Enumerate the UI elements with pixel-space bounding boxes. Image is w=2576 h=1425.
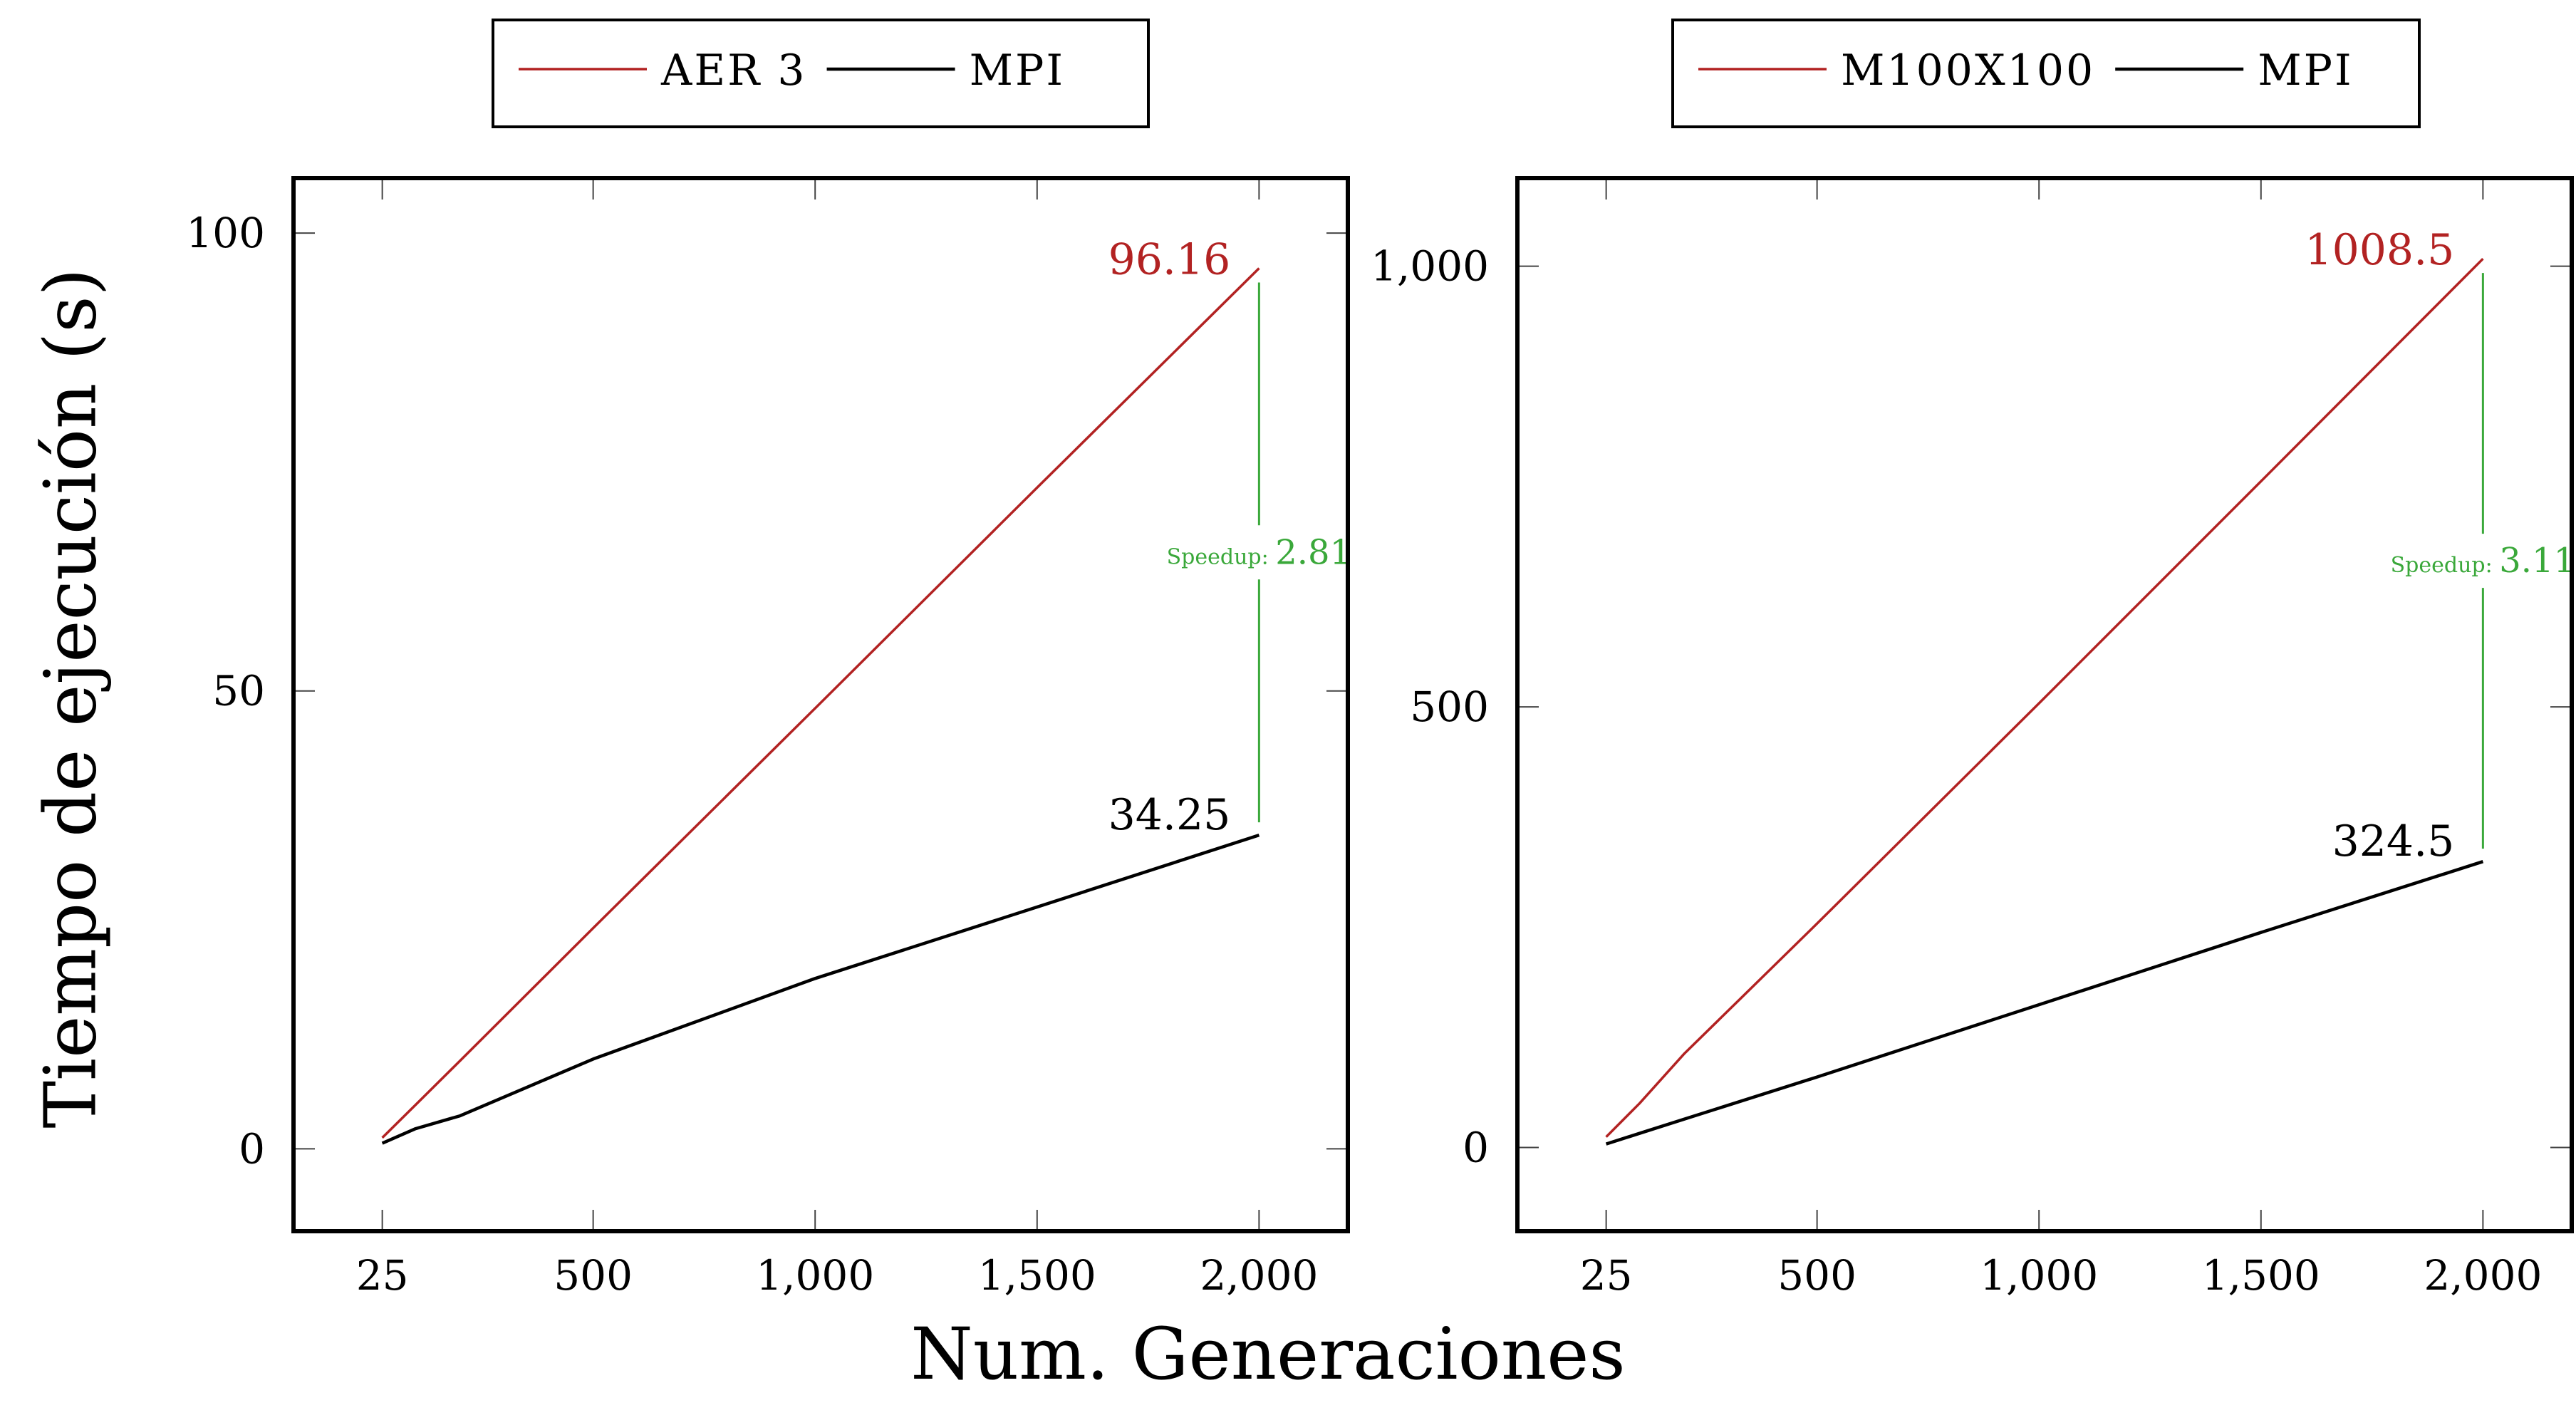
legend-box (492, 19, 1150, 128)
bottom-value-label: 324.5 (2332, 817, 2455, 866)
x-tick-label: 2,000 (2424, 1251, 2542, 1300)
speedup-label: Speedup: (1167, 544, 1276, 569)
x-tick-label: 1,000 (756, 1251, 874, 1300)
y-axis-label: Tiempo de ejecución (s) (29, 268, 113, 1128)
x-tick-label: 25 (1580, 1251, 1633, 1300)
legend-box (1671, 19, 2421, 128)
chart-m100x100: 25 500 1,000 1,500 2,000 0 500 1,000 1008.5 324.5… (1371, 19, 2576, 1300)
speedup-value: 2.81 (1275, 532, 1351, 572)
series-line-black (381, 833, 1260, 1145)
plot-frame (1515, 176, 2574, 1233)
x-tick-label: 500 (1777, 1251, 1856, 1300)
x-tick-label: 500 (554, 1251, 633, 1300)
y-tick-label: 500 (1410, 683, 1489, 731)
y-tick-label: 1,000 (1371, 242, 1489, 291)
y-tick-label: 100 (186, 209, 265, 257)
chart-aer3: 25 500 1,000 1,500 2,000 0 50 100 96.16 34.25 Spee… (186, 19, 1352, 1300)
legend-label: MPI (2258, 46, 2354, 95)
x-tick-label: 1,500 (978, 1251, 1096, 1300)
series-line-red (1605, 257, 2484, 1138)
speedup-annotation: Speedup: 2.81 (1167, 532, 1352, 572)
speedup-annotation: Speedup: 3.11 (2391, 541, 2576, 581)
x-tick-label: 2,000 (1200, 1251, 1318, 1300)
y-tick-label: 0 (239, 1124, 265, 1173)
legend-label: AER 3 (660, 46, 807, 95)
y-tick-label: 0 (1463, 1124, 1489, 1172)
bottom-value-label: 34.25 (1108, 790, 1231, 840)
x-axis-label: Num. Generaciones (910, 1312, 1625, 1396)
x-tick-label: 25 (356, 1251, 409, 1300)
series-line-red (381, 267, 1260, 1139)
top-value-label: 1008.5 (2305, 225, 2454, 275)
plot-frame (291, 176, 1350, 1233)
y-tick-label: 50 (212, 667, 265, 715)
speedup-value: 3.11 (2499, 541, 2575, 581)
legend-label: MPI (970, 46, 1066, 95)
legend-label: M100X100 (1841, 46, 2095, 95)
x-tick-label: 1,000 (1980, 1251, 2098, 1300)
x-tick-label: 1,500 (2202, 1251, 2320, 1300)
series-line-black (1605, 860, 2484, 1146)
speedup-label: Speedup: (2391, 553, 2500, 578)
top-value-label: 96.16 (1108, 234, 1231, 284)
